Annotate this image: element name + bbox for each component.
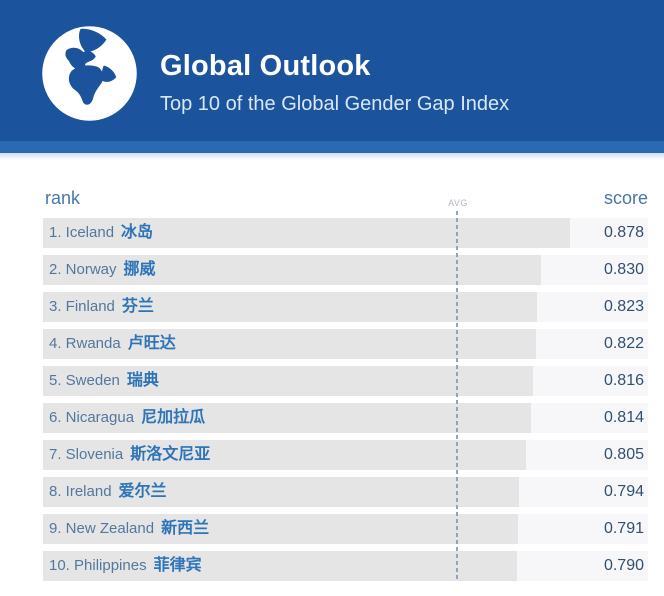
row-country-zh: 新西兰 [161,520,210,537]
row-label: 6. Nicaragua 尼加拉瓜 [49,403,205,433]
table-row: 2. Norway 挪威 0.830 [43,255,648,285]
row-score: 0.830 [603,261,644,278]
row-rank-country: 6. Nicaragua [49,409,135,426]
row-rank-country: 9. New Zealand [49,520,155,537]
row-country-zh: 斯洛文尼亚 [130,446,211,463]
score-column-header: score [603,188,648,208]
row-score: 0.822 [603,335,644,352]
row-score: 0.805 [603,446,644,463]
score-bar [43,255,541,285]
row-rank-country: 2. Norway [49,261,117,278]
score-bar [43,551,517,581]
row-score: 0.794 [603,483,644,500]
score-bar [43,329,536,359]
row-rank-country: 7. Slovenia [49,446,124,463]
score-bar [43,440,526,470]
row-score: 0.878 [603,224,644,241]
page-subtitle: Top 10 of the Global Gender Gap Index [160,93,510,115]
rows: 1. Iceland 冰岛 0.878 2. Norway 挪威 0.830 3. … [43,218,648,588]
row-score: 0.790 [603,557,644,574]
table-row: 1. Iceland 冰岛 0.878 [43,218,648,248]
table-row: 7. Slovenia 斯洛文尼亚 0.805 [43,440,648,470]
row-score: 0.791 [603,520,644,537]
row-rank-country: 10. Philippines [49,557,147,574]
row-rank-country: 1. Iceland [49,224,115,241]
avg-label: AVG [448,198,468,208]
score-bar [43,477,519,507]
rank-column-header: rank [45,188,81,208]
row-rank-country: 5. Sweden [49,372,120,389]
header-accent-strip [0,141,664,153]
table-row: 5. Sweden 瑞典 0.816 [43,366,648,396]
table-row: 3. Finland 芬兰 0.823 [43,292,648,322]
page-title: Global Outlook [160,50,371,82]
row-country-zh: 爱尔兰 [118,483,167,500]
score-bar [43,514,518,544]
row-country-zh: 挪威 [123,261,156,278]
row-label: 5. Sweden 瑞典 [49,366,159,396]
row-rank-country: 8. Ireland [49,483,112,500]
row-label: 8. Ireland 爱尔兰 [49,477,167,507]
row-label: 4. Rwanda 卢旺达 [49,329,176,359]
row-rank-country: 4. Rwanda [49,335,121,352]
row-country-zh: 卢旺达 [127,335,176,352]
avg-reference-line [456,211,458,581]
row-country-zh: 瑞典 [126,372,159,389]
row-rank-country: 3. Finland [49,298,115,315]
score-bar [43,403,531,433]
row-label: 9. New Zealand 新西兰 [49,514,209,544]
header-fade [0,153,664,160]
row-label: 10. Philippines 菲律宾 [49,551,202,581]
row-score: 0.816 [603,372,644,389]
row-country-zh: 芬兰 [121,298,154,315]
row-score: 0.814 [603,409,644,426]
row-label: 1. Iceland 冰岛 [49,218,153,248]
score-bar [43,292,537,322]
score-bar [43,218,570,248]
table-row: 9. New Zealand 新西兰 0.791 [43,514,648,544]
score-bar [43,366,533,396]
globe-icon [42,26,137,121]
table-row: 10. Philippines 菲律宾 0.790 [43,551,648,581]
row-label: 3. Finland 芬兰 [49,292,154,322]
row-score: 0.823 [603,298,644,315]
table-row: 8. Ireland 爱尔兰 0.794 [43,477,648,507]
row-country-zh: 冰岛 [121,224,154,241]
row-label: 7. Slovenia 斯洛文尼亚 [49,440,210,470]
row-label: 2. Norway 挪威 [49,255,156,285]
row-country-zh: 菲律宾 [153,557,202,574]
table-row: 6. Nicaragua 尼加拉瓜 0.814 [43,403,648,433]
table-row: 4. Rwanda 卢旺达 0.822 [43,329,648,359]
row-country-zh: 尼加拉瓜 [141,409,206,426]
